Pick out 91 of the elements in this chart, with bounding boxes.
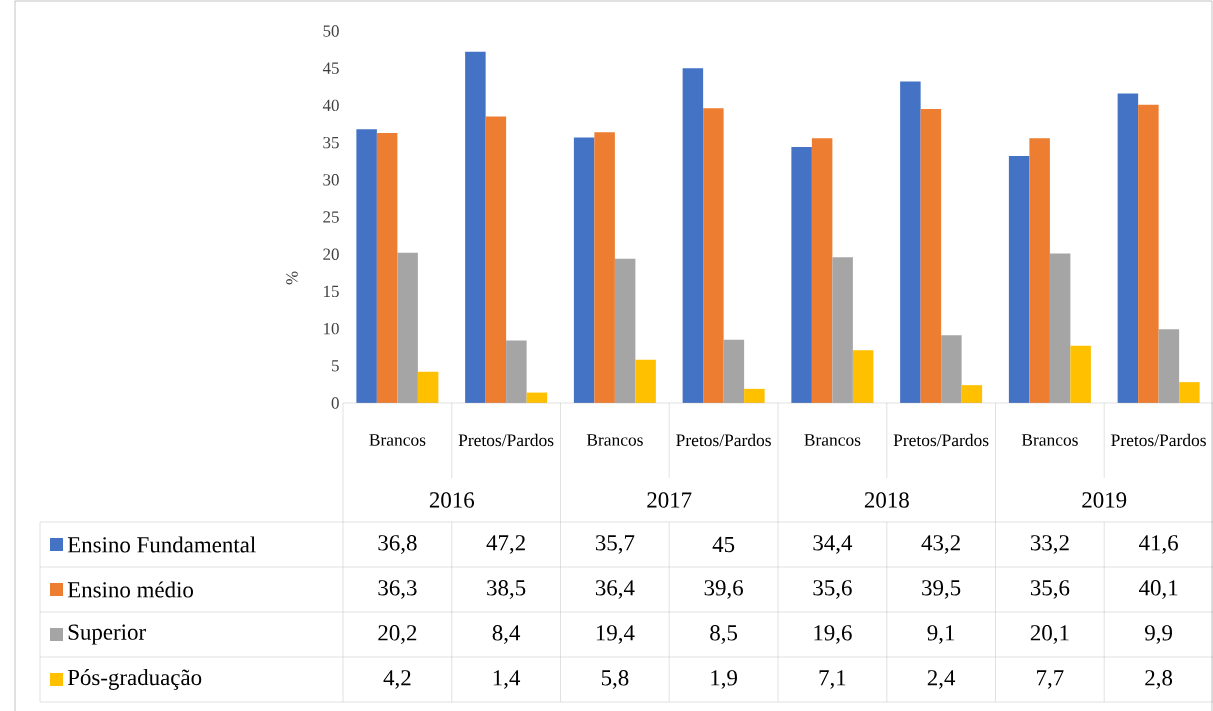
data-label: 2,4: [927, 670, 956, 689]
data-label: 45: [712, 536, 735, 553]
data-label: 36,8: [378, 535, 417, 554]
text: 2017: [647, 492, 692, 508]
y-tick-label: 20: [323, 248, 339, 260]
data-label: 36,4: [595, 580, 635, 599]
y-tick-label: 30: [323, 174, 339, 186]
bar: [506, 340, 527, 403]
data-label: 5,8: [601, 670, 629, 689]
bar: [635, 359, 656, 403]
data-label: 38,5: [487, 580, 526, 599]
data-label: 7,7: [1037, 670, 1064, 689]
bar: [920, 109, 942, 403]
bar: [1029, 138, 1050, 403]
data-label: 34,4: [813, 535, 853, 554]
bar: [1049, 253, 1071, 403]
data-label: 19,4: [596, 625, 635, 644]
x-tick-label: Brancos: [369, 434, 426, 446]
bar: [397, 252, 418, 403]
legend-label: Pós-graduação: [67, 669, 202, 690]
x-tick-label: Brancos: [804, 434, 861, 446]
bar: [961, 385, 983, 403]
bar: [465, 51, 486, 403]
bar: [832, 257, 853, 403]
text: 2018: [864, 492, 909, 508]
data-label: 20,1: [1030, 625, 1069, 644]
bar: [1138, 104, 1159, 403]
y-tick-label: 15: [324, 285, 339, 298]
data-label: 39,6: [704, 580, 743, 599]
y-tick-label: 10: [324, 322, 339, 335]
bar: [1179, 382, 1200, 403]
bar: [1158, 329, 1180, 403]
bar: [573, 137, 595, 403]
data-label: 20,2: [378, 625, 417, 644]
y-tick-label: 25: [323, 211, 339, 223]
data-label: 35,6: [1030, 580, 1070, 599]
legend-label: Ensino médio: [67, 581, 193, 598]
data-label: 40,1: [1139, 580, 1178, 599]
data-label: 1,4: [493, 670, 521, 689]
y-tick-label: 40: [322, 99, 339, 112]
data-label: 47,2: [486, 535, 525, 554]
data-label: 1,9: [711, 670, 737, 689]
bar: [811, 138, 833, 403]
bar: [744, 388, 765, 403]
y-axis-title: %: [286, 271, 298, 285]
y-tick-label: 5: [332, 360, 339, 372]
data-label: 9,1: [927, 625, 955, 644]
y-tick-label: 0: [331, 397, 339, 409]
bar: [703, 108, 724, 403]
y-tick-label: 50: [323, 25, 339, 37]
data-label: 39,5: [922, 580, 961, 599]
bar: [900, 81, 921, 403]
data-label: 41,6: [1139, 535, 1178, 554]
data-label: 43,2: [921, 535, 960, 554]
x-tick-label: Pretos/Pardos: [676, 433, 771, 447]
data-label: 19,6: [814, 625, 852, 644]
data-label: 8,5: [710, 625, 738, 644]
bar: [941, 335, 962, 403]
x-tick-label: Pretos/Pardos: [893, 433, 989, 447]
data-label: 36,3: [378, 580, 417, 599]
legend-label: Ensino Fundamental: [67, 536, 256, 553]
data-label: 35,7: [595, 535, 635, 554]
data-label: 33,2: [1030, 535, 1069, 554]
bar: [791, 147, 812, 403]
data-label: 35,6: [813, 580, 852, 599]
x-tick-label: Pretos/Pardos: [1111, 433, 1206, 447]
bar: [1070, 345, 1091, 403]
x-tick-label: Brancos: [586, 434, 643, 446]
legend-label: Superior: [68, 624, 146, 645]
bar: [1117, 93, 1139, 403]
bar: [356, 129, 377, 403]
bar: [376, 132, 398, 403]
data-label: 4,2: [383, 670, 411, 689]
x-tick-label: Brancos: [1021, 434, 1078, 446]
text: 2019: [1082, 492, 1127, 508]
bar: [723, 339, 745, 403]
data-label: 9,9: [1145, 625, 1172, 644]
y-tick-label: 35: [323, 136, 339, 149]
data-label: 8,4: [492, 625, 521, 644]
bar: [682, 68, 704, 403]
text: 2016: [429, 492, 475, 508]
bar: [614, 258, 636, 403]
bar: [1008, 155, 1030, 403]
data-label: 7,1: [819, 670, 846, 689]
y-tick-label: 45: [322, 62, 339, 74]
x-tick-label: Pretos/Pardos: [458, 433, 554, 447]
bar: [417, 371, 439, 403]
data-label: 2,8: [1145, 670, 1173, 689]
bar: [852, 350, 874, 403]
bar: [594, 132, 615, 403]
bar: [485, 116, 507, 403]
